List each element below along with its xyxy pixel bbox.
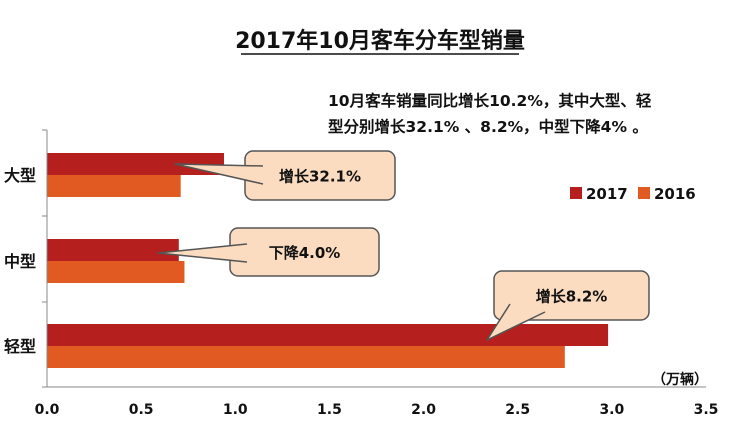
- legend-swatch-2017: [570, 187, 582, 199]
- bar-轻型-2017: [47, 324, 609, 346]
- legend: 2017 2016: [570, 185, 696, 203]
- legend-label-2016: 2016: [654, 185, 696, 203]
- y-tick-marks: [42, 129, 47, 388]
- x-tick-label: 3.0: [599, 402, 624, 418]
- callout-轻型: 增长8.2%: [486, 270, 650, 341]
- x-tick-label: 0.5: [129, 402, 154, 418]
- callout-中型: 下降4.0%: [157, 227, 380, 277]
- bar-大型-2016: [47, 175, 181, 197]
- legend-swatch-2016: [638, 187, 650, 199]
- bars: [47, 153, 609, 368]
- callout-box: [493, 270, 650, 321]
- legend-label-2017: 2017: [586, 185, 628, 203]
- x-tick-label: 3.5: [694, 402, 719, 418]
- x-tick-label: 0.0: [35, 402, 60, 418]
- x-tick-label: 1.0: [223, 402, 248, 418]
- bar-大型-2017: [47, 153, 224, 175]
- callout-label: 增长8.2%: [536, 288, 608, 306]
- callout-label: 下降4.0%: [269, 244, 341, 262]
- x-tick-labels: 0.0 0.5 1.0 1.5 2.0 2.5 3.0 3.5: [35, 402, 719, 418]
- callouts: 增长32.1% 下降4.0% 增长8.2%: [157, 150, 650, 341]
- callout-label: 增长32.1%: [279, 168, 361, 186]
- x-unit-label: （万辆）: [652, 371, 708, 388]
- category-label: 中型: [4, 252, 36, 271]
- callout-pointer: [486, 303, 546, 341]
- callout-pointer: [157, 243, 248, 263]
- bar-中型-2017: [47, 239, 179, 261]
- x-tick-label: 1.5: [317, 402, 342, 418]
- callout-大型: 增长32.1%: [174, 150, 396, 201]
- bar-轻型-2016: [47, 346, 565, 368]
- x-tick-label: 2.5: [505, 402, 530, 418]
- annotation-line-1: 10月客车销量同比增长10.2%，其中大型、轻: [328, 91, 652, 110]
- chart-title: 2017年10月客车分车型销量: [235, 28, 525, 54]
- callout-pointer: [174, 163, 264, 185]
- category-label: 轻型: [4, 337, 36, 356]
- category-label: 大型: [4, 166, 36, 185]
- annotation-line-2: 型分别增长32.1% 、8.2%，中型下降4% 。: [328, 117, 648, 136]
- x-tick-label: 2.0: [411, 402, 436, 418]
- bar-中型-2016: [47, 261, 185, 283]
